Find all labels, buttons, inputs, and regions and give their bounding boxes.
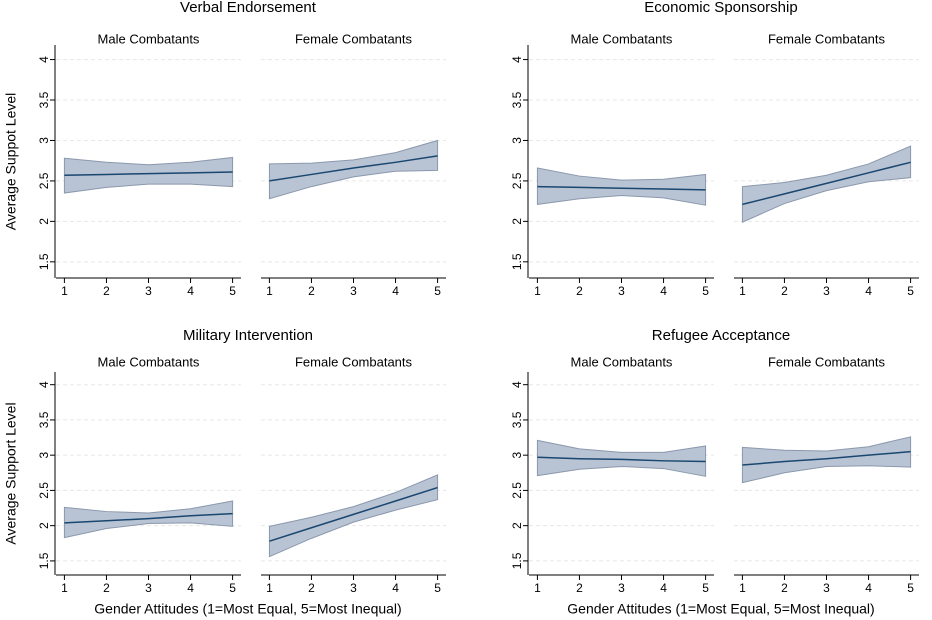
x-tick-label: 3 bbox=[618, 581, 625, 595]
x-tick-label: 4 bbox=[865, 581, 872, 595]
x-tick-label: 5 bbox=[229, 284, 236, 298]
y-tick-label: 1.5 bbox=[510, 253, 524, 270]
confidence-band bbox=[268, 474, 439, 558]
fit-line bbox=[64, 171, 233, 177]
y-axis-label: Average Support Level bbox=[3, 402, 19, 544]
y-tick-label: 2 bbox=[510, 218, 524, 225]
x-tick-label: 3 bbox=[145, 284, 152, 298]
x-tick-label: 4 bbox=[392, 581, 399, 595]
x-tick-label: 1 bbox=[61, 581, 68, 595]
y-tick-label: 2 bbox=[37, 522, 51, 529]
y-tick-label: 3.5 bbox=[510, 411, 524, 428]
chart-title: Economic Sponsorship bbox=[644, 0, 797, 16]
x-tick-label: 5 bbox=[907, 284, 914, 298]
y-tick-label: 1.5 bbox=[37, 552, 51, 569]
confidence-band bbox=[536, 439, 707, 477]
y-tick-label: 2 bbox=[510, 522, 524, 529]
y-tick-label: 2.5 bbox=[510, 172, 524, 189]
fit-line bbox=[269, 155, 438, 182]
fit-line bbox=[537, 456, 706, 463]
confidence-band bbox=[741, 436, 912, 484]
y-tick-label: 4 bbox=[37, 56, 51, 63]
x-axis-label: Gender Attitudes (1=Most Equal, 5=Most I… bbox=[567, 601, 874, 617]
y-tick-label: 2.5 bbox=[37, 172, 51, 189]
x-tick-label: 3 bbox=[823, 284, 830, 298]
x-tick-label: 1 bbox=[534, 284, 541, 298]
x-tick-label: 5 bbox=[434, 581, 441, 595]
x-tick-label: 1 bbox=[266, 581, 273, 595]
panel-label: Male Combatants bbox=[98, 31, 200, 46]
y-tick-label: 3.5 bbox=[37, 91, 51, 108]
x-tick-label: 4 bbox=[660, 284, 667, 298]
x-tick-label: 2 bbox=[576, 581, 583, 595]
confidence-band bbox=[268, 139, 439, 200]
y-axis-label: Average Suppot Level bbox=[3, 93, 19, 231]
x-tick-label: 2 bbox=[103, 581, 110, 595]
fit-line bbox=[269, 486, 438, 542]
panel-label: Female Combatants bbox=[295, 354, 413, 369]
fit-line bbox=[64, 512, 233, 524]
x-axis-label: Gender Attitudes (1=Most Equal, 5=Most I… bbox=[94, 601, 401, 617]
y-tick-label: 2.5 bbox=[510, 482, 524, 499]
y-tick-label: 3 bbox=[37, 137, 51, 144]
panel-label: Female Combatants bbox=[295, 31, 413, 46]
x-tick-label: 1 bbox=[739, 284, 746, 298]
x-tick-label: 5 bbox=[434, 284, 441, 298]
panel-label: Male Combatants bbox=[98, 354, 200, 369]
fit-line bbox=[742, 161, 911, 206]
y-tick-label: 3 bbox=[37, 452, 51, 459]
x-tick-label: 2 bbox=[576, 284, 583, 298]
y-tick-label: 4 bbox=[37, 381, 51, 388]
y-tick-label: 3.5 bbox=[37, 411, 51, 428]
x-tick-label: 4 bbox=[865, 284, 872, 298]
fit-line bbox=[742, 450, 911, 466]
y-tick-label: 2.5 bbox=[37, 482, 51, 499]
x-tick-label: 1 bbox=[739, 581, 746, 595]
x-tick-label: 4 bbox=[187, 284, 194, 298]
x-tick-label: 2 bbox=[308, 581, 315, 595]
y-tick-label: 3 bbox=[510, 137, 524, 144]
fit-line bbox=[537, 185, 706, 191]
x-tick-label: 5 bbox=[907, 581, 914, 595]
x-tick-label: 5 bbox=[702, 581, 709, 595]
panel-label: Male Combatants bbox=[571, 354, 673, 369]
y-tick-label: 1.5 bbox=[510, 552, 524, 569]
y-tick-label: 1.5 bbox=[37, 253, 51, 270]
x-tick-label: 2 bbox=[103, 284, 110, 298]
confidence-band bbox=[741, 145, 912, 223]
y-tick-label: 3.5 bbox=[510, 91, 524, 108]
x-tick-label: 2 bbox=[308, 284, 315, 298]
y-tick-label: 3 bbox=[510, 452, 524, 459]
x-tick-label: 4 bbox=[660, 581, 667, 595]
panel-label: Female Combatants bbox=[768, 31, 886, 46]
x-tick-label: 3 bbox=[823, 581, 830, 595]
x-tick-label: 1 bbox=[266, 284, 273, 298]
chart-title: Military Intervention bbox=[183, 327, 313, 344]
x-tick-label: 5 bbox=[229, 581, 236, 595]
x-tick-label: 2 bbox=[781, 284, 788, 298]
x-tick-label: 3 bbox=[350, 284, 357, 298]
y-tick-label: 4 bbox=[510, 56, 524, 63]
panel-label: Female Combatants bbox=[768, 354, 886, 369]
x-tick-label: 4 bbox=[187, 581, 194, 595]
x-tick-label: 3 bbox=[350, 581, 357, 595]
chart-title: Verbal Endorsement bbox=[180, 0, 317, 16]
x-tick-label: 3 bbox=[618, 284, 625, 298]
x-tick-label: 5 bbox=[702, 284, 709, 298]
x-tick-label: 3 bbox=[145, 581, 152, 595]
y-tick-label: 4 bbox=[510, 381, 524, 388]
x-tick-label: 1 bbox=[534, 581, 541, 595]
x-tick-label: 1 bbox=[61, 284, 68, 298]
confidence-band bbox=[63, 156, 234, 194]
y-tick-label: 2 bbox=[37, 218, 51, 225]
chart-title: Refugee Acceptance bbox=[652, 327, 790, 344]
panel-label: Male Combatants bbox=[571, 31, 673, 46]
x-tick-label: 4 bbox=[392, 284, 399, 298]
confidence-band bbox=[536, 167, 707, 206]
x-tick-label: 2 bbox=[781, 581, 788, 595]
